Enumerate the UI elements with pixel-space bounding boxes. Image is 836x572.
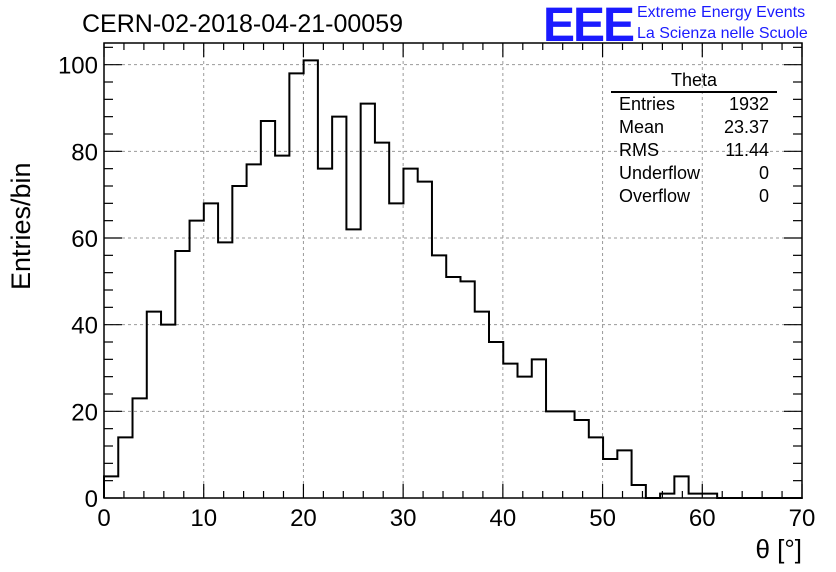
stats-value: 1932	[728, 94, 769, 114]
histogram-bin	[261, 121, 275, 498]
histogram-bin	[332, 117, 346, 498]
histogram-bin	[617, 450, 631, 498]
stats-row-mean: Mean 23.37	[611, 116, 777, 139]
stats-label: Mean	[619, 117, 665, 137]
stats-value: 23.37	[723, 117, 769, 137]
histogram-bin	[432, 255, 446, 498]
stats-value: 11.44	[725, 140, 769, 160]
stats-row-overflow: Overflow 0	[611, 185, 777, 208]
y-tick-label: 100	[58, 53, 98, 80]
histogram-bin	[389, 203, 403, 498]
histogram-bin	[375, 143, 389, 498]
y-tick-label: 40	[71, 313, 98, 340]
stats-title: Theta	[611, 70, 777, 93]
plot-frame	[103, 42, 803, 499]
y-tick-label: 60	[71, 226, 98, 253]
x-tick-label: 0	[97, 505, 110, 532]
stats-row-rms: RMS 11.44	[611, 139, 777, 162]
histogram-bin	[361, 104, 375, 498]
histogram-bin	[503, 364, 517, 498]
x-tick-label: 20	[290, 505, 317, 532]
histogram-bin	[589, 437, 603, 498]
x-tick-label: 60	[689, 505, 716, 532]
histogram-bin	[147, 312, 161, 498]
histogram-outline	[103, 59, 803, 499]
stats-label: Overflow	[619, 186, 691, 206]
histogram-bin	[247, 164, 261, 498]
x-tick-label: 30	[390, 505, 417, 532]
histogram-bin	[118, 437, 132, 498]
logo-text-line1: Extreme Energy Events	[637, 4, 806, 21]
histogram-bin	[489, 342, 503, 498]
y-tick-label: 80	[71, 139, 98, 166]
histogram-bin	[275, 156, 289, 498]
x-tick-label: 50	[589, 505, 616, 532]
stats-label: Underflow	[619, 163, 701, 183]
histogram-bin	[175, 251, 189, 498]
histogram-bin	[161, 325, 175, 498]
histogram-bin	[475, 312, 489, 498]
histogram-bin	[289, 73, 303, 498]
x-tick-label: 40	[490, 505, 517, 532]
histogram-bin	[460, 281, 474, 498]
chart-title: CERN-02-2018-04-21-00059	[82, 10, 404, 38]
histogram-bin	[133, 398, 147, 498]
histogram-bin	[603, 459, 617, 498]
x-tick-label: 10	[190, 505, 217, 532]
stats-value: 0	[758, 186, 769, 206]
stats-label: RMS	[619, 140, 659, 160]
eee-logo-mark: EEE	[543, 0, 635, 52]
histogram-bin	[204, 203, 218, 498]
histogram-bin	[546, 411, 560, 498]
histogram-bin	[346, 229, 360, 498]
histogram-bin	[190, 221, 204, 498]
histogram-bin	[446, 277, 460, 498]
histogram-bin	[218, 242, 232, 498]
y-tick-label: 20	[71, 399, 98, 426]
stats-label: Entries	[619, 94, 676, 114]
histogram-bin	[532, 359, 546, 498]
x-axis-label: θ [°]	[755, 534, 802, 564]
y-tick-label: 0	[85, 486, 98, 513]
histogram-bin	[674, 476, 688, 498]
histogram-bin	[318, 169, 332, 498]
histogram-bin	[632, 485, 646, 498]
histogram-bin	[104, 476, 118, 498]
histogram-bin	[518, 377, 532, 498]
x-tick-label: 70	[789, 505, 816, 532]
stats-value: 0	[758, 163, 769, 183]
stats-box: Theta Entries 1932 Mean 23.37 RMS 11.44 …	[611, 70, 777, 208]
y-axis-label: Entries/bin	[6, 162, 36, 290]
histogram-bin	[418, 182, 432, 498]
histogram-bin	[232, 186, 246, 498]
histogram-bin	[560, 411, 574, 498]
stats-row-entries: Entries 1932	[611, 93, 777, 116]
logo-text-line2: La Scienza nelle Scuole	[637, 25, 808, 42]
histogram-bin	[403, 169, 417, 498]
stats-row-underflow: Underflow 0	[611, 162, 777, 185]
histogram-bin	[575, 420, 589, 498]
histogram-bin	[304, 60, 318, 498]
